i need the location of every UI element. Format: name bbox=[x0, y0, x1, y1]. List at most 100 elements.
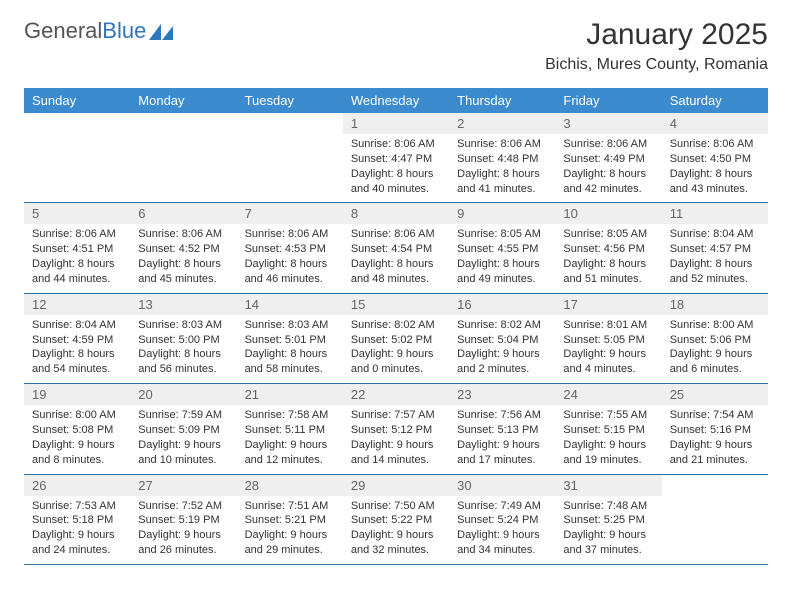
calendar-cell: 17Sunrise: 8:01 AMSunset: 5:05 PMDayligh… bbox=[555, 293, 661, 383]
day-details: Sunrise: 7:55 AMSunset: 5:15 PMDaylight:… bbox=[555, 405, 661, 473]
daylight-line: Daylight: 9 hours bbox=[32, 528, 122, 543]
day-number: 12 bbox=[24, 294, 130, 315]
calendar-cell bbox=[662, 474, 768, 564]
day-number: 10 bbox=[555, 203, 661, 224]
day-number: 3 bbox=[555, 113, 661, 134]
sunset-line: Sunset: 5:15 PM bbox=[563, 423, 653, 438]
calendar-cell: 8Sunrise: 8:06 AMSunset: 4:54 PMDaylight… bbox=[343, 203, 449, 293]
calendar-cell bbox=[24, 113, 130, 203]
daylight-line-2: and 12 minutes. bbox=[245, 453, 335, 468]
calendar-cell: 21Sunrise: 7:58 AMSunset: 5:11 PMDayligh… bbox=[237, 384, 343, 474]
sunrise-line: Sunrise: 8:04 AM bbox=[32, 318, 122, 333]
daylight-line-2: and 48 minutes. bbox=[351, 272, 441, 287]
sunset-line: Sunset: 5:24 PM bbox=[457, 513, 547, 528]
brand-name: GeneralBlue bbox=[24, 18, 146, 44]
daylight-line-2: and 45 minutes. bbox=[138, 272, 228, 287]
daylight-line: Daylight: 9 hours bbox=[138, 528, 228, 543]
daylight-line: Daylight: 8 hours bbox=[245, 347, 335, 362]
daylight-line-2: and 10 minutes. bbox=[138, 453, 228, 468]
calendar-cell: 23Sunrise: 7:56 AMSunset: 5:13 PMDayligh… bbox=[449, 384, 555, 474]
sunrise-line: Sunrise: 7:48 AM bbox=[563, 499, 653, 514]
sunrise-line: Sunrise: 7:59 AM bbox=[138, 408, 228, 423]
daylight-line-2: and 0 minutes. bbox=[351, 362, 441, 377]
sunset-line: Sunset: 5:12 PM bbox=[351, 423, 441, 438]
calendar-cell: 28Sunrise: 7:51 AMSunset: 5:21 PMDayligh… bbox=[237, 474, 343, 564]
sunrise-line: Sunrise: 8:06 AM bbox=[32, 227, 122, 242]
daylight-line: Daylight: 9 hours bbox=[32, 438, 122, 453]
day-details: Sunrise: 7:51 AMSunset: 5:21 PMDaylight:… bbox=[237, 496, 343, 564]
day-details: Sunrise: 7:53 AMSunset: 5:18 PMDaylight:… bbox=[24, 496, 130, 564]
daylight-line: Daylight: 8 hours bbox=[32, 347, 122, 362]
day-details: Sunrise: 8:05 AMSunset: 4:56 PMDaylight:… bbox=[555, 224, 661, 292]
calendar-body: 1Sunrise: 8:06 AMSunset: 4:47 PMDaylight… bbox=[24, 113, 768, 564]
day-number: 8 bbox=[343, 203, 449, 224]
day-details: Sunrise: 8:06 AMSunset: 4:52 PMDaylight:… bbox=[130, 224, 236, 292]
daylight-line: Daylight: 8 hours bbox=[457, 167, 547, 182]
daylight-line-2: and 19 minutes. bbox=[563, 453, 653, 468]
calendar-cell: 22Sunrise: 7:57 AMSunset: 5:12 PMDayligh… bbox=[343, 384, 449, 474]
day-details: Sunrise: 8:06 AMSunset: 4:47 PMDaylight:… bbox=[343, 134, 449, 202]
day-details: Sunrise: 8:01 AMSunset: 5:05 PMDaylight:… bbox=[555, 315, 661, 383]
daylight-line: Daylight: 9 hours bbox=[563, 347, 653, 362]
daylight-line: Daylight: 8 hours bbox=[138, 257, 228, 272]
calendar-cell: 12Sunrise: 8:04 AMSunset: 4:59 PMDayligh… bbox=[24, 293, 130, 383]
sunset-line: Sunset: 4:57 PM bbox=[670, 242, 760, 257]
calendar-cell: 30Sunrise: 7:49 AMSunset: 5:24 PMDayligh… bbox=[449, 474, 555, 564]
daylight-line-2: and 58 minutes. bbox=[245, 362, 335, 377]
calendar-cell: 9Sunrise: 8:05 AMSunset: 4:55 PMDaylight… bbox=[449, 203, 555, 293]
daylight-line: Daylight: 9 hours bbox=[138, 438, 228, 453]
sunset-line: Sunset: 5:08 PM bbox=[32, 423, 122, 438]
day-number: 5 bbox=[24, 203, 130, 224]
sunrise-line: Sunrise: 8:06 AM bbox=[351, 137, 441, 152]
daylight-line: Daylight: 9 hours bbox=[245, 528, 335, 543]
day-details: Sunrise: 7:50 AMSunset: 5:22 PMDaylight:… bbox=[343, 496, 449, 564]
sunrise-line: Sunrise: 8:06 AM bbox=[670, 137, 760, 152]
day-details: Sunrise: 8:02 AMSunset: 5:02 PMDaylight:… bbox=[343, 315, 449, 383]
sunset-line: Sunset: 5:02 PM bbox=[351, 333, 441, 348]
sunset-line: Sunset: 5:18 PM bbox=[32, 513, 122, 528]
header-bar: GeneralBlue January 2025 Bichis, Mures C… bbox=[24, 18, 768, 74]
day-number: 13 bbox=[130, 294, 236, 315]
brand-mark-icon bbox=[148, 21, 174, 41]
sunrise-line: Sunrise: 8:02 AM bbox=[351, 318, 441, 333]
day-details: Sunrise: 8:06 AMSunset: 4:53 PMDaylight:… bbox=[237, 224, 343, 292]
brand-logo: GeneralBlue bbox=[24, 18, 174, 44]
sunrise-line: Sunrise: 7:54 AM bbox=[670, 408, 760, 423]
daylight-line: Daylight: 8 hours bbox=[32, 257, 122, 272]
calendar-cell: 6Sunrise: 8:06 AMSunset: 4:52 PMDaylight… bbox=[130, 203, 236, 293]
calendar-cell: 13Sunrise: 8:03 AMSunset: 5:00 PMDayligh… bbox=[130, 293, 236, 383]
weekday-header: Sunday bbox=[24, 88, 130, 113]
calendar-cell: 16Sunrise: 8:02 AMSunset: 5:04 PMDayligh… bbox=[449, 293, 555, 383]
day-number: 14 bbox=[237, 294, 343, 315]
day-number: 17 bbox=[555, 294, 661, 315]
day-details: Sunrise: 7:49 AMSunset: 5:24 PMDaylight:… bbox=[449, 496, 555, 564]
day-details: Sunrise: 8:06 AMSunset: 4:51 PMDaylight:… bbox=[24, 224, 130, 292]
calendar-cell: 31Sunrise: 7:48 AMSunset: 5:25 PMDayligh… bbox=[555, 474, 661, 564]
day-details: Sunrise: 7:52 AMSunset: 5:19 PMDaylight:… bbox=[130, 496, 236, 564]
daylight-line-2: and 54 minutes. bbox=[32, 362, 122, 377]
daylight-line-2: and 29 minutes. bbox=[245, 543, 335, 558]
day-details: Sunrise: 8:02 AMSunset: 5:04 PMDaylight:… bbox=[449, 315, 555, 383]
calendar-cell: 1Sunrise: 8:06 AMSunset: 4:47 PMDaylight… bbox=[343, 113, 449, 203]
sunset-line: Sunset: 4:49 PM bbox=[563, 152, 653, 167]
daylight-line: Daylight: 8 hours bbox=[351, 167, 441, 182]
day-number: 25 bbox=[662, 384, 768, 405]
day-details: Sunrise: 8:03 AMSunset: 5:00 PMDaylight:… bbox=[130, 315, 236, 383]
sunset-line: Sunset: 4:48 PM bbox=[457, 152, 547, 167]
sunset-line: Sunset: 4:53 PM bbox=[245, 242, 335, 257]
sunset-line: Sunset: 4:54 PM bbox=[351, 242, 441, 257]
sunrise-line: Sunrise: 8:06 AM bbox=[351, 227, 441, 242]
day-details: Sunrise: 7:54 AMSunset: 5:16 PMDaylight:… bbox=[662, 405, 768, 473]
day-number: 7 bbox=[237, 203, 343, 224]
calendar-cell: 3Sunrise: 8:06 AMSunset: 4:49 PMDaylight… bbox=[555, 113, 661, 203]
sunset-line: Sunset: 5:11 PM bbox=[245, 423, 335, 438]
brand-name-a: General bbox=[24, 18, 102, 43]
day-number: 9 bbox=[449, 203, 555, 224]
calendar-week: 5Sunrise: 8:06 AMSunset: 4:51 PMDaylight… bbox=[24, 203, 768, 293]
daylight-line: Daylight: 9 hours bbox=[563, 528, 653, 543]
sunset-line: Sunset: 5:01 PM bbox=[245, 333, 335, 348]
sunrise-line: Sunrise: 8:00 AM bbox=[670, 318, 760, 333]
daylight-line: Daylight: 9 hours bbox=[245, 438, 335, 453]
weekday-header: Wednesday bbox=[343, 88, 449, 113]
daylight-line-2: and 26 minutes. bbox=[138, 543, 228, 558]
